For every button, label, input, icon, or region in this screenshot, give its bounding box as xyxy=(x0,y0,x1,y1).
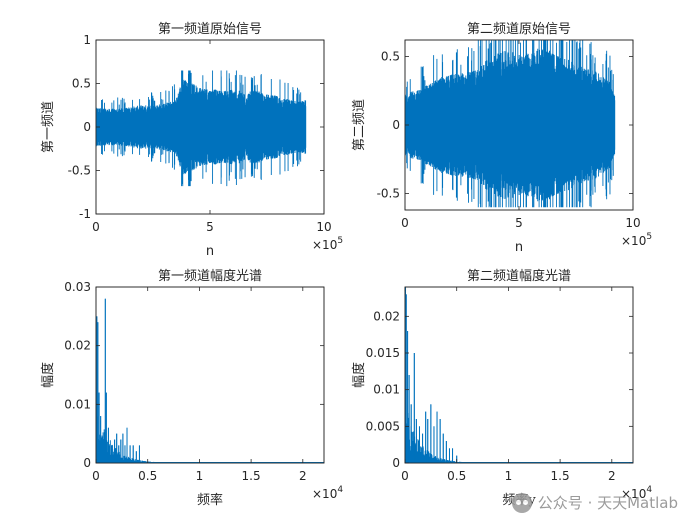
x-tick-label: 0 xyxy=(92,469,100,483)
x-tick-label: 1.5 xyxy=(551,469,570,483)
chart-4: 0 0.5 1 1.5 2 0 0.005 0.01 0.015 0.02 ×104 第二频道幅度光谱… xyxy=(351,268,652,508)
x-tick-label: 5 xyxy=(515,216,523,230)
x-exponent: ×104 xyxy=(621,485,652,501)
y-tick-label: 1 xyxy=(83,33,91,47)
chart-title: 第一频道原始信号 xyxy=(158,22,262,37)
y-axis-label: 幅度 xyxy=(351,362,367,388)
chart-1: 0 5 10 -1 -0.5 0 0.5 1 ×105 第一频道原始信号 n 第一频道 xyxy=(41,22,343,259)
x-exponent-power: 5 xyxy=(337,236,343,246)
x-exponent-power: 5 xyxy=(646,232,652,242)
y-tick-label: -0.5 xyxy=(377,187,400,201)
series-line xyxy=(96,298,324,463)
x-exponent-power: 4 xyxy=(337,485,343,495)
y-axis-label: 第二频道 xyxy=(352,99,367,151)
y-axis-label: 幅度 xyxy=(40,362,56,388)
y-tick-label: -0.5 xyxy=(68,164,91,178)
x-exponent: ×104 xyxy=(312,485,343,501)
x-axis-label: n xyxy=(206,244,214,259)
x-exponent: ×105 xyxy=(312,236,343,252)
x-tick-label: 5 xyxy=(206,220,214,234)
y-tick-label: 0 xyxy=(392,456,400,470)
series-line xyxy=(405,40,616,208)
x-tick-label: 0.5 xyxy=(138,469,157,483)
y-tick-label: 0 xyxy=(83,120,91,134)
x-tick-label: 10 xyxy=(625,216,640,230)
y-tick-label: 0 xyxy=(83,456,91,470)
y-tick-label: 0.02 xyxy=(373,309,400,323)
chart-title: 第二频道原始信号 xyxy=(467,22,571,37)
series-line xyxy=(96,70,307,187)
y-tick-label: 0.005 xyxy=(366,419,400,433)
x-tick-label: 1 xyxy=(505,469,513,483)
axes-frame xyxy=(404,286,634,464)
x-axis-label: n xyxy=(515,240,523,255)
x-axis-label: 频率 xyxy=(197,492,223,508)
axes-frame xyxy=(95,286,325,464)
watermark: 公众号 · 天天Matlab xyxy=(511,492,678,513)
chart-title: 第一频道幅度光谱 xyxy=(158,268,262,284)
y-tick-label: 0.03 xyxy=(64,280,91,294)
x-tick-label: 0 xyxy=(401,469,409,483)
x-tick-label: 1.5 xyxy=(242,469,261,483)
wechat-icon xyxy=(511,492,532,513)
x-exponent-power: 4 xyxy=(646,485,652,495)
x-tick-label: 0 xyxy=(92,220,100,234)
y-tick-label: 0.5 xyxy=(381,49,400,63)
x-tick-label: 2 xyxy=(608,469,616,483)
x-tick-label: 10 xyxy=(316,220,331,234)
y-tick-label: 0.01 xyxy=(64,397,91,411)
y-tick-label: 0.02 xyxy=(64,339,91,353)
y-tick-label: 0.5 xyxy=(72,77,91,91)
y-tick-label: 0 xyxy=(392,118,400,132)
y-tick-label: 0.01 xyxy=(373,383,400,397)
chart-2: 0 5 10 -0.5 0 0.5 ×105 第二频道原始信号 n 第二频道 xyxy=(352,22,652,255)
y-axis-label: 第一频道 xyxy=(41,101,56,153)
x-tick-label: 0 xyxy=(401,216,409,230)
plot-area xyxy=(95,286,325,464)
y-tick-label: -1 xyxy=(79,207,91,221)
plot-area xyxy=(404,286,634,464)
y-tick-label: 0.015 xyxy=(366,346,400,360)
watermark-text: 公众号 · 天天Matlab xyxy=(537,494,678,512)
x-tick-label: 2 xyxy=(299,469,307,483)
x-exponent: ×105 xyxy=(621,232,652,248)
x-tick-label: 1 xyxy=(196,469,204,483)
x-tick-label: 0.5 xyxy=(447,469,466,483)
chart-title: 第二频道幅度光谱 xyxy=(467,268,571,284)
